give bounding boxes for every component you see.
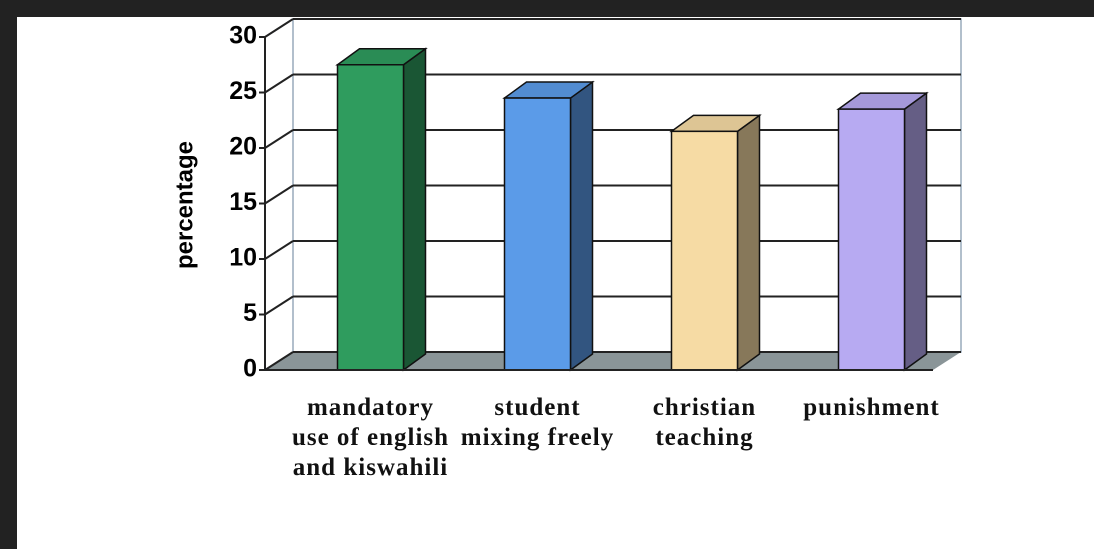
bar-side [736,113,761,372]
left-border [0,0,17,549]
grid-line-depth [264,129,294,149]
bar [670,130,739,371]
bar [837,108,906,371]
y-tick-label: 5 [243,299,257,327]
bar [503,97,572,371]
bar-side [402,47,427,372]
x-tick-label: punishment [803,394,940,421]
grid-line-depth [264,240,294,260]
grid-line-depth [264,18,294,38]
bar-side [903,91,928,372]
y-tick-label: 25 [229,77,257,105]
grid-line-depth [264,184,294,205]
x-tick-label: christian teaching [652,394,757,451]
bar-side [569,80,594,372]
grid-line-depth [264,73,294,94]
y-tick-label: 15 [229,188,257,216]
grid-line-depth [264,295,294,316]
floor [265,352,961,370]
y-tick-label: 30 [229,22,257,50]
top-border [0,0,1094,17]
y-axis-label: percentage [171,141,198,269]
x-tick-label: student mixing freely [460,394,615,451]
x-tick-label: mandatory use of english and kiswahili [291,394,450,481]
bar [336,64,405,371]
y-tick-label: 20 [229,133,257,161]
grid-line-depth [264,351,294,371]
y-tick-label: 0 [243,355,257,383]
y-tick-label: 10 [229,244,257,272]
